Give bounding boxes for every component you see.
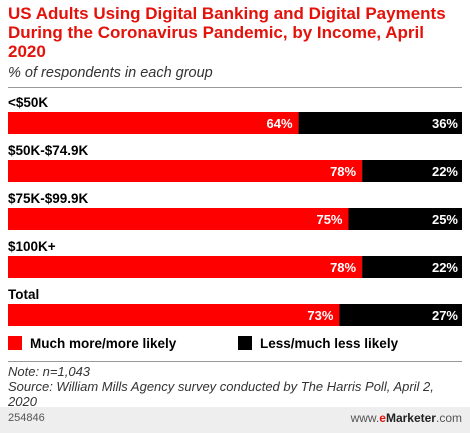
- legend-swatch-less: [238, 336, 252, 350]
- bar-less-0: [298, 112, 462, 134]
- brand-e: e: [379, 411, 386, 425]
- brand-name: Marketer: [385, 411, 436, 425]
- top-divider: [8, 87, 462, 88]
- value-label-less-1: 22%: [432, 164, 458, 179]
- legend-item-more: Much more/more likely: [8, 334, 176, 352]
- notes: Note: n=1,043 Source: William Mills Agen…: [8, 364, 458, 409]
- value-label-less-2: 25%: [432, 212, 458, 227]
- stacked-bar-chart: <$50K 64% 36% $50K-$74.9K 78% 22% $75K-$99.9K 7…: [8, 95, 462, 326]
- brand-suffix: .com: [435, 411, 462, 425]
- bottom-divider: [8, 361, 462, 362]
- value-label-less-0: 36%: [432, 116, 458, 131]
- category-label-0: <$50K: [8, 95, 48, 110]
- bar-more-2: [8, 208, 349, 230]
- bar-more-1: [8, 160, 363, 182]
- value-label-more-0: 64%: [267, 116, 293, 131]
- source-text: Source: William Mills Agency survey cond…: [8, 379, 434, 409]
- bar-more-4: [8, 304, 340, 326]
- legend-label-less: Less/much less likely: [260, 335, 399, 351]
- footer-bar: 254846 www.eMarketer.com: [0, 407, 470, 433]
- note-text: Note: n=1,043: [8, 364, 91, 379]
- category-label-2: $75K-$99.9K: [8, 191, 89, 206]
- category-label-1: $50K-$74.9K: [8, 143, 89, 158]
- chart-subtitle: % of respondents in each group: [8, 65, 213, 81]
- brand-link[interactable]: www.eMarketer.com: [351, 411, 462, 425]
- brand-prefix: www.: [350, 411, 380, 425]
- legend-item-less: Less/much less likely: [238, 334, 398, 352]
- bar-more-3: [8, 256, 363, 278]
- legend-label-more: Much more/more likely: [30, 335, 177, 351]
- bar-less-4: [339, 304, 462, 326]
- bar-less-2: [348, 208, 462, 230]
- chart-id: 254846: [8, 412, 45, 424]
- value-label-more-4: 73%: [307, 308, 333, 323]
- value-label-more-3: 78%: [330, 260, 356, 275]
- bar-more-0: [8, 112, 299, 134]
- legend-swatch-more: [8, 336, 22, 350]
- value-label-more-1: 78%: [330, 164, 356, 179]
- value-label-less-4: 27%: [432, 308, 458, 323]
- bar-less-3: [362, 256, 462, 278]
- chart-title: US Adults Using Digital Banking and Digi…: [8, 4, 446, 61]
- value-label-less-3: 22%: [432, 260, 458, 275]
- category-label-3: $100K+: [8, 239, 56, 254]
- category-label-4: Total: [8, 287, 39, 302]
- value-label-more-2: 75%: [316, 212, 342, 227]
- bar-less-1: [362, 160, 462, 182]
